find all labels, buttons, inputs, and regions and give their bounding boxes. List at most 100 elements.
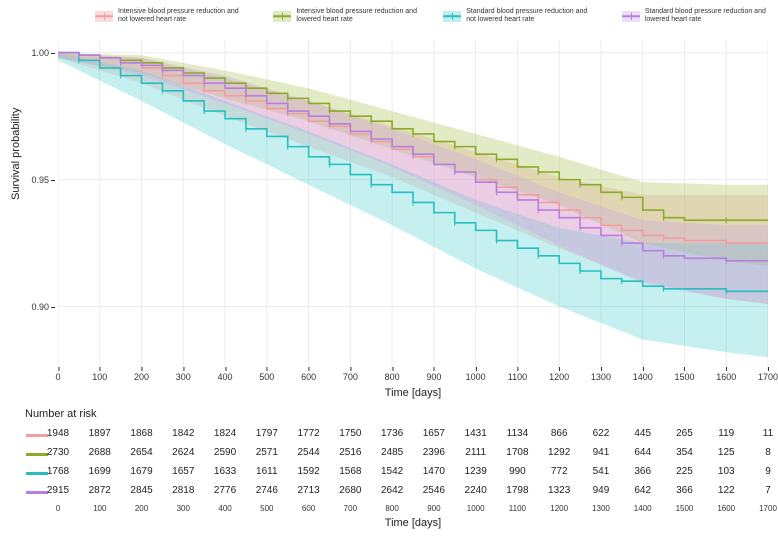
risk-value: 7: [765, 485, 771, 496]
risk-value: 9: [765, 466, 771, 477]
risk-value: 1868: [130, 428, 152, 439]
risk-value: 2915: [47, 485, 69, 496]
legend-swatch: [443, 11, 461, 22]
risk-value: 2396: [423, 447, 445, 458]
risk-value: 445: [634, 428, 651, 439]
risk-value: 1568: [339, 466, 361, 477]
risk-value: 1842: [172, 428, 194, 439]
y-axis-ticks: 0.90 0.95 1.00: [0, 40, 55, 370]
risk-value: 1657: [423, 428, 445, 439]
y-tick: 0.95: [31, 175, 49, 185]
x-axis-label-risk: Time [days]: [58, 517, 768, 529]
risk-value: 1768: [47, 466, 69, 477]
risk-row: 1768169916791657163316111592156815421470…: [20, 464, 768, 483]
risk-x-tick: 500: [260, 504, 273, 513]
risk-value: 225: [676, 466, 693, 477]
x-tick: 1400: [633, 372, 653, 382]
risk-x-tick: 1000: [467, 504, 485, 513]
x-tick: 1300: [591, 372, 611, 382]
x-tick: 500: [259, 372, 274, 382]
x-tick: 1700: [758, 372, 778, 382]
risk-value: 1431: [465, 428, 487, 439]
x-tick: 1600: [716, 372, 736, 382]
risk-x-tick: 1300: [592, 504, 610, 513]
legend-swatch: [95, 11, 113, 22]
risk-value: 1824: [214, 428, 236, 439]
risk-table-title: Number at risk: [25, 408, 768, 420]
risk-row-swatch: [26, 472, 48, 475]
risk-row-values: 1768169916791657163316111592156815421470…: [58, 464, 768, 483]
x-tick: 1500: [674, 372, 694, 382]
legend-item: Intensive blood pressure reduction and n…: [95, 8, 249, 24]
risk-value: 949: [593, 485, 610, 496]
risk-value: 1897: [89, 428, 111, 439]
risk-value: 1708: [506, 447, 528, 458]
risk-x-tick: 800: [385, 504, 398, 513]
risk-value: 1797: [256, 428, 278, 439]
risk-x-tick: 700: [344, 504, 357, 513]
lines-svg: [58, 40, 768, 370]
risk-value: 2590: [214, 447, 236, 458]
risk-value: 2544: [297, 447, 319, 458]
risk-value: 1239: [465, 466, 487, 477]
risk-value: 103: [718, 466, 735, 477]
risk-x-tick: 300: [177, 504, 190, 513]
survival-line: [58, 53, 768, 292]
x-tick: 700: [343, 372, 358, 382]
risk-x-tick: 1100: [509, 504, 526, 513]
x-tick: 600: [301, 372, 316, 382]
y-tick: 0.90: [31, 302, 49, 312]
risk-value: 2571: [256, 447, 278, 458]
risk-x-tick: 1700: [759, 504, 777, 513]
risk-value: 2776: [214, 485, 236, 496]
risk-value: 1542: [381, 466, 403, 477]
risk-value: 866: [551, 428, 568, 439]
risk-value: 1592: [297, 466, 319, 477]
risk-value: 366: [676, 485, 693, 496]
risk-x-tick: 1500: [676, 504, 694, 513]
risk-row-swatch: [26, 434, 48, 437]
x-tick: 0: [55, 372, 60, 382]
risk-value: 1699: [89, 466, 111, 477]
risk-row-values: 1948189718681842182417971772175017361657…: [58, 426, 768, 445]
risk-value: 1750: [339, 428, 361, 439]
legend-swatch: [622, 11, 640, 22]
x-axis-label-main: Time [days]: [58, 387, 768, 399]
x-tick: 1000: [466, 372, 486, 382]
risk-value: 2845: [130, 485, 152, 496]
risk-value: 1470: [423, 466, 445, 477]
legend-item: Standard blood pressure reduction and lo…: [622, 8, 768, 24]
risk-value: 1323: [548, 485, 570, 496]
risk-value: 1736: [381, 428, 403, 439]
risk-value: 2516: [339, 447, 361, 458]
risk-value: 541: [593, 466, 610, 477]
risk-value: 1798: [506, 485, 528, 496]
legend-label: Standard blood pressure reduction and no…: [466, 8, 598, 24]
risk-table: Number at risk 1948 1897 1868 1842 1824 1797 1…: [20, 408, 768, 518]
x-tick: 300: [176, 372, 191, 382]
risk-value: 622: [593, 428, 610, 439]
risk-value: 2240: [465, 485, 487, 496]
risk-value: 1611: [256, 466, 278, 477]
risk-value: 354: [676, 447, 693, 458]
risk-value: 1772: [297, 428, 319, 439]
y-tick: 1.00: [31, 48, 49, 58]
risk-value: 2818: [172, 485, 194, 496]
risk-x-tick: 1400: [634, 504, 652, 513]
risk-row-swatch: [26, 453, 48, 456]
risk-x-tick: 900: [427, 504, 440, 513]
legend-label: Intensive blood pressure reduction and l…: [296, 8, 419, 24]
risk-value: 1657: [172, 466, 194, 477]
risk-x-tick: 100: [93, 504, 106, 513]
risk-value: 2546: [423, 485, 445, 496]
risk-value: 366: [634, 466, 651, 477]
risk-value: 2688: [89, 447, 111, 458]
risk-value: 125: [718, 447, 735, 458]
x-tick: 900: [426, 372, 441, 382]
risk-value: 1134: [507, 428, 529, 439]
risk-value: 2713: [297, 485, 319, 496]
risk-x-tick: 200: [135, 504, 148, 513]
risk-value: 1948: [47, 428, 69, 439]
risk-value: 2872: [89, 485, 111, 496]
risk-value: 265: [676, 428, 693, 439]
